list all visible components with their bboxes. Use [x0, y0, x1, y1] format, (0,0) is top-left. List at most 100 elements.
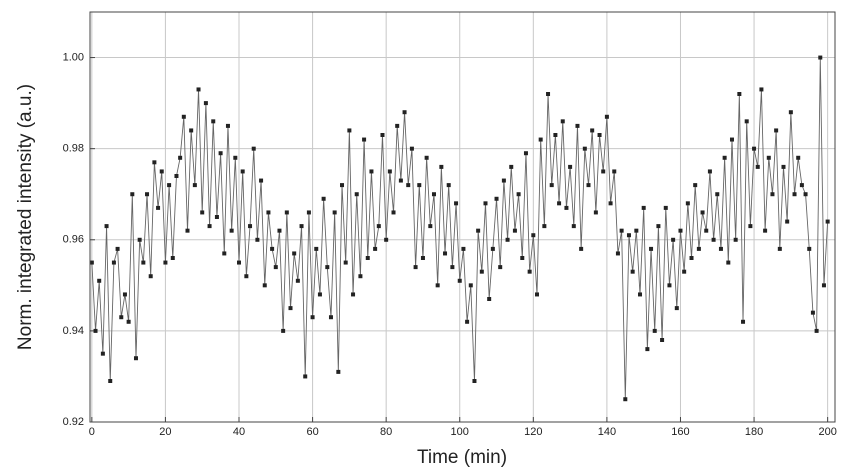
data-point	[97, 278, 102, 283]
data-point	[115, 246, 120, 251]
data-point	[214, 215, 219, 219]
data-point	[483, 201, 488, 206]
x-tick-label: 200	[818, 426, 836, 438]
data-point	[281, 328, 286, 333]
data-point	[413, 265, 418, 270]
data-point	[218, 151, 223, 156]
data-point	[689, 256, 694, 260]
data-point	[428, 224, 433, 229]
data-point	[649, 246, 654, 251]
data-point	[185, 228, 190, 233]
data-point	[671, 237, 676, 242]
data-point	[270, 246, 275, 251]
data-point	[398, 178, 403, 183]
data-point	[130, 192, 135, 197]
data-point	[141, 260, 146, 265]
data-point	[652, 328, 657, 333]
data-point	[748, 224, 753, 229]
data-point	[207, 224, 212, 229]
data-point	[229, 228, 234, 233]
data-point	[332, 210, 337, 215]
data-point	[641, 205, 646, 210]
data-point	[321, 196, 326, 201]
data-point	[626, 233, 631, 238]
data-point	[560, 119, 565, 124]
data-point	[369, 169, 374, 174]
data-point	[582, 146, 587, 151]
data-point	[340, 183, 345, 188]
data-point	[192, 183, 197, 188]
data-point	[777, 246, 782, 251]
data-point	[634, 228, 639, 233]
data-point	[722, 155, 727, 160]
data-point	[222, 251, 227, 256]
data-point	[266, 210, 271, 215]
data-point	[737, 92, 742, 96]
data-point	[167, 183, 172, 188]
data-point	[295, 278, 300, 283]
data-point	[122, 292, 127, 297]
data-point	[523, 151, 528, 156]
data-point	[104, 224, 109, 229]
data-point	[255, 237, 260, 242]
data-point	[424, 155, 429, 160]
data-point	[579, 246, 584, 251]
data-point	[170, 256, 175, 260]
data-point	[225, 123, 230, 128]
data-point	[126, 319, 131, 324]
data-point	[494, 196, 499, 201]
data-point	[597, 133, 602, 137]
data-point	[498, 265, 503, 270]
data-point	[262, 283, 267, 288]
data-point	[119, 315, 124, 320]
data-point	[729, 137, 734, 142]
data-point	[630, 269, 635, 274]
data-point	[325, 265, 330, 270]
data-point	[810, 310, 815, 315]
data-point	[741, 319, 746, 324]
data-point	[590, 128, 595, 133]
y-tick-label: 0.94	[63, 325, 84, 337]
data-point	[612, 169, 617, 174]
data-point	[593, 210, 598, 215]
data-point	[203, 101, 208, 106]
data-point	[178, 155, 183, 160]
data-point	[707, 169, 712, 174]
data-point	[159, 169, 164, 174]
data-point	[759, 87, 764, 92]
data-point	[450, 265, 455, 270]
data-point	[211, 119, 216, 124]
data-point	[380, 133, 385, 137]
x-tick-label: 180	[745, 426, 763, 438]
data-point	[619, 228, 624, 233]
data-point	[667, 283, 672, 288]
data-point	[656, 224, 661, 229]
data-point	[409, 146, 414, 151]
x-tick-label: 100	[451, 426, 469, 438]
x-tick-label: 160	[671, 426, 689, 438]
data-point	[133, 356, 138, 361]
data-point	[487, 297, 492, 301]
data-point	[476, 228, 481, 233]
data-point	[306, 210, 311, 215]
plot-area	[90, 12, 835, 422]
data-point	[696, 246, 701, 251]
data-point	[251, 146, 256, 151]
data-point	[505, 237, 510, 242]
data-point	[148, 274, 153, 279]
data-point	[145, 192, 150, 197]
data-point	[317, 292, 322, 297]
data-point	[354, 192, 359, 197]
data-point	[814, 328, 819, 333]
data-point	[310, 315, 315, 320]
data-point	[807, 246, 812, 251]
data-point	[796, 155, 801, 160]
data-point	[818, 55, 823, 60]
data-point	[615, 251, 620, 256]
y-tick-label: 0.96	[63, 234, 84, 246]
data-point	[549, 183, 554, 188]
data-point	[292, 251, 297, 256]
data-point	[755, 164, 760, 169]
data-point	[711, 237, 716, 242]
